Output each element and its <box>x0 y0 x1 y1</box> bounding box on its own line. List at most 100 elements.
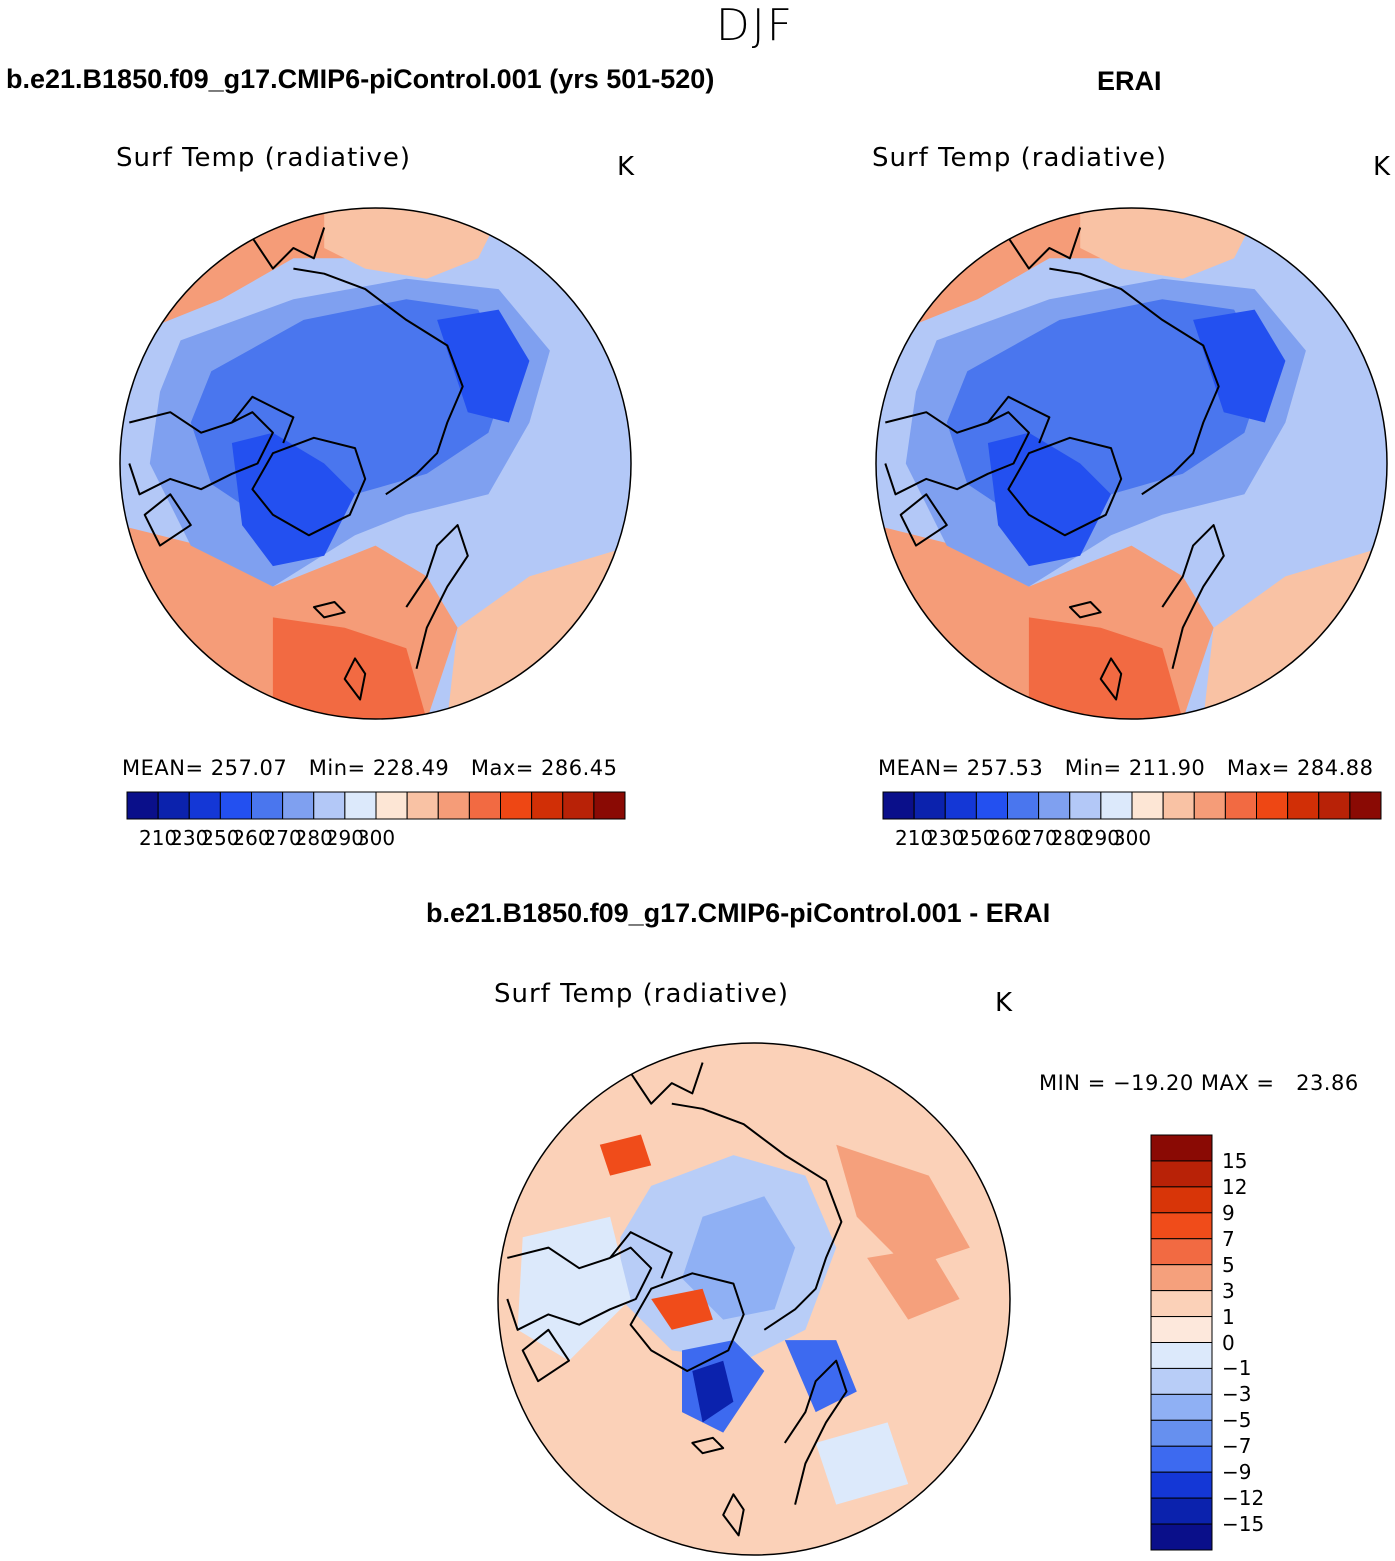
panel-3-polar-map <box>497 1042 1011 1556</box>
panel-3-max-label: MAX = <box>1200 1071 1275 1095</box>
panel-1-colorbar-tick-label: 210 <box>139 826 178 850</box>
panel-2-colorbar-tick-label: 270 <box>1019 826 1058 850</box>
panel-1-map-siberia-cold <box>437 309 530 423</box>
panel-1-map-field <box>120 208 631 719</box>
panel-3-colorbar-tick-label: 12 <box>1222 1174 1248 1199</box>
panel-3-colorbar-swatch-12 <box>1150 1445 1213 1473</box>
panel-3-map-north-america-light <box>517 1216 631 1361</box>
panel-1-map-coastline-2 <box>231 395 295 444</box>
panel-3-min-value: −19.20 <box>1112 1071 1194 1095</box>
panel-2-variable: Surf Temp (radiative) <box>872 143 1168 173</box>
panel-1-units: K <box>617 152 635 182</box>
panel-1-colorbar-swatch-15 <box>593 791 626 820</box>
panel-3-colorbar-swatch-2 <box>1150 1186 1213 1214</box>
panel-3-map-coastline-5 <box>629 1062 704 1105</box>
panel-2-colorbar-tick-label: 300 <box>1112 826 1152 850</box>
panel-2-max-label: Max= <box>1226 756 1290 780</box>
panel-3-variable: Surf Temp (radiative) <box>494 979 790 1009</box>
panel-3-map-alaska-positive <box>599 1134 652 1176</box>
panel-3-map-baffin-positive <box>651 1288 713 1330</box>
panel-3-colorbar-tick-label: 1 <box>1222 1304 1235 1329</box>
panel-2-map-coastline-4 <box>1161 524 1225 669</box>
panel-1-polar-map <box>119 207 632 720</box>
panel-3-colorbar-swatch-10 <box>1150 1393 1213 1421</box>
panel-2-min-label: Min= <box>1064 756 1122 780</box>
panel-3-colorbar-swatch-13 <box>1150 1471 1213 1499</box>
panel-2-colorbar-tick-label: 250 <box>957 826 996 850</box>
panel-1-map-boundary <box>119 207 632 720</box>
panel-1-colorbar-swatch-8 <box>375 791 408 820</box>
panel-1-map-coastline-6 <box>312 601 346 619</box>
panel-3-map-coastline-3 <box>671 1102 843 1331</box>
panel-1-colorbar-swatch-4 <box>251 791 284 820</box>
panel-3-colorbar-swatch-4 <box>1150 1238 1213 1266</box>
panel-1-colorbar-swatch-5 <box>282 791 315 820</box>
panel-2-map-pacific-cool <box>1080 208 1260 279</box>
panel-3-map-coastline-6 <box>691 1436 725 1455</box>
panel-2-colorbar-tick-label: 210 <box>895 826 934 850</box>
panel-3-colorbar-swatch-14 <box>1150 1497 1213 1525</box>
panel-1-map-coastline-7 <box>343 657 367 701</box>
panel-2-mean-value: 257.53 <box>966 756 1044 780</box>
panel-1-colorbar-swatch-0 <box>126 791 159 820</box>
panel-2-colorbar-swatch-3 <box>975 791 1008 820</box>
panel-1-max-value: 286.45 <box>541 756 618 780</box>
panel-2-min-value: 211.90 <box>1128 756 1206 780</box>
panel-2-colorbar-labels: 210 230 250 260 270 280 290 300 <box>883 826 1381 852</box>
panel-3-colorbar-swatch-6 <box>1150 1290 1213 1318</box>
panel-1-colorbar-tick-label: 280 <box>294 826 333 850</box>
panel-3-units: K <box>995 988 1013 1018</box>
panel-2-colorbar-swatch-15 <box>1349 791 1382 820</box>
panel-3-colorbar-tick-label: −12 <box>1222 1486 1265 1511</box>
panel-3-colorbar-tick-label: 15 <box>1222 1148 1248 1173</box>
panel-2-colorbar-swatch-0 <box>882 791 915 820</box>
panel-3-map-field <box>498 1043 1010 1555</box>
panel-3-colorbar <box>1150 1134 1213 1551</box>
panel-1-map-coastline-1 <box>128 411 274 496</box>
panel-3-colorbar-tick-label: 3 <box>1222 1278 1235 1303</box>
panel-3-colorbar-swatch-8 <box>1150 1342 1213 1369</box>
panel-3-map-boundary <box>497 1042 1011 1556</box>
panel-3-map-coastline-8 <box>521 1328 570 1383</box>
panel-3-map-coastline-7 <box>722 1493 745 1537</box>
panel-3-stats: MIN = −19.20 MAX = 23.86 <box>1039 1071 1359 1095</box>
panel-2-map-coastline-1 <box>884 411 1030 496</box>
panel-1-map-greenland-cold <box>231 432 355 567</box>
panel-1-map-coastline-3 <box>293 267 464 496</box>
panel-2-stats: MEAN= 257.53 Min= 211.90 Max= 284.88 <box>878 756 1374 780</box>
panel-3-map-eurasia-positive <box>867 1247 960 1320</box>
panel-1-colorbar-tick-label: 230 <box>170 826 209 850</box>
panel-1-map-coastline-5 <box>251 227 326 270</box>
panel-1-colorbar-tick-label: 270 <box>263 826 302 850</box>
panel-2-colorbar-tick-label: 230 <box>926 826 965 850</box>
panel-1-colorbar-swatch-14 <box>562 791 595 820</box>
panel-2-colorbar-swatch-14 <box>1318 791 1351 820</box>
panel-3-map-coastlines <box>506 1062 848 1537</box>
panel-1-colorbar-swatch-2 <box>188 791 221 820</box>
panel-2-colorbar-swatch-4 <box>1007 791 1040 820</box>
panel-2-map-coastline-2 <box>987 395 1051 444</box>
panel-2-map-coastline-5 <box>1007 227 1082 270</box>
panel-3-colorbar-swatch-11 <box>1150 1419 1213 1447</box>
panel-1-colorbar-tick-label: 300 <box>356 826 396 850</box>
panel-3-colorbar-swatch-3 <box>1150 1212 1213 1240</box>
panel-3-colorbar-tick-label: 0 <box>1222 1330 1235 1355</box>
panel-1-min-label: Min= <box>308 756 366 780</box>
panel-1-map-coastlines <box>128 227 469 701</box>
panel-3-min-label: MIN = <box>1039 1071 1106 1095</box>
panel-3-colorbar-tick-label: −9 <box>1222 1460 1252 1485</box>
panel-3-colorbar-tick-label: −7 <box>1222 1434 1252 1459</box>
panel-2-colorbar-tick-label: 280 <box>1050 826 1089 850</box>
panel-2-polar-map <box>875 207 1388 720</box>
panel-2-map-greenland-cold <box>987 432 1111 567</box>
panel-2-colorbar-swatch-6 <box>1069 791 1102 820</box>
panel-2-colorbar-swatch-1 <box>913 791 946 820</box>
panel-2-colorbar-swatch-9 <box>1162 791 1195 820</box>
panel-2-map-coastline-3 <box>1049 267 1220 496</box>
panel-3-map-coastline-2 <box>609 1231 673 1279</box>
panel-3-map-coastline-4 <box>783 1359 848 1505</box>
panel-1-variable: Surf Temp (radiative) <box>116 143 412 173</box>
panel-2-colorbar-tick-label: 290 <box>1081 826 1120 850</box>
panel-2-map-siberia-cold <box>1193 309 1286 423</box>
panel-2-map-coastline-7 <box>1099 657 1123 701</box>
